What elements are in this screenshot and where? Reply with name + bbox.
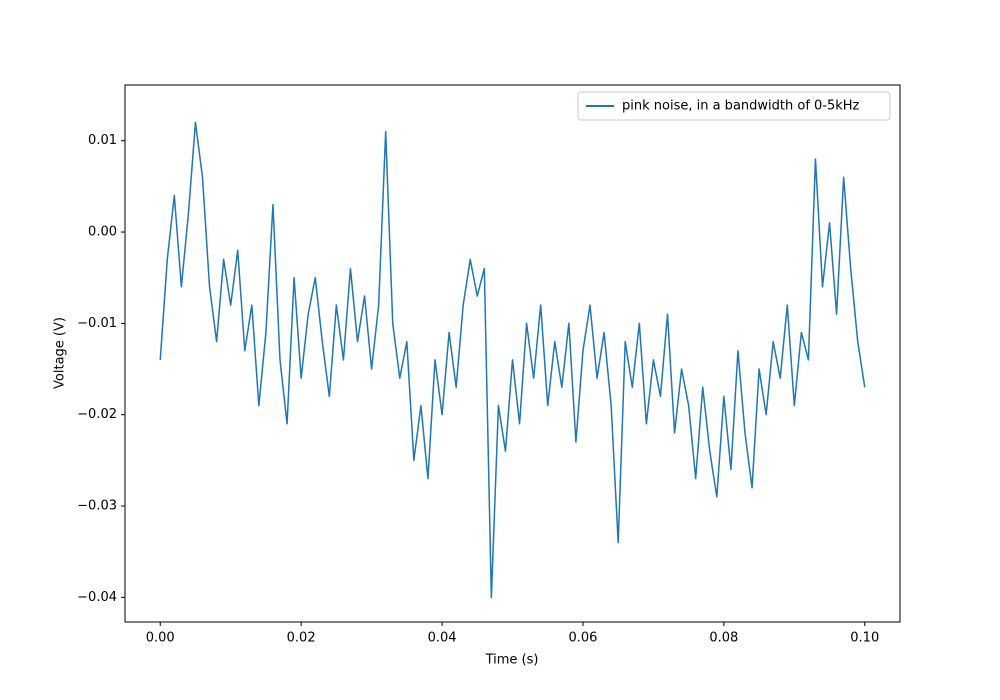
y-tick-label: −0.01 <box>77 316 117 331</box>
x-tick-label: 0.00 <box>146 631 175 646</box>
line-series <box>159 121 866 599</box>
legend-box <box>577 91 891 121</box>
legend-label: pink noise, in a bandwidth of 0-5kHz <box>622 99 860 114</box>
y-tick-label: −0.04 <box>77 590 117 605</box>
x-tick-label: 0.04 <box>428 631 457 646</box>
x-tick-label: 0.06 <box>568 631 597 646</box>
y-tick-label: −0.02 <box>77 407 117 422</box>
x-tick-label: 0.02 <box>287 631 316 646</box>
y-tick-label: 0.00 <box>88 225 117 240</box>
axes-frame <box>124 84 901 623</box>
x-tick-label: 0.10 <box>850 631 879 646</box>
x-axis-label: Time (s) <box>485 653 539 668</box>
y-axis-label: Voltage (V) <box>53 317 68 389</box>
x-tick-label: 0.08 <box>709 631 738 646</box>
y-tick-label: 0.01 <box>88 133 117 148</box>
y-tick-label: −0.03 <box>77 499 117 514</box>
